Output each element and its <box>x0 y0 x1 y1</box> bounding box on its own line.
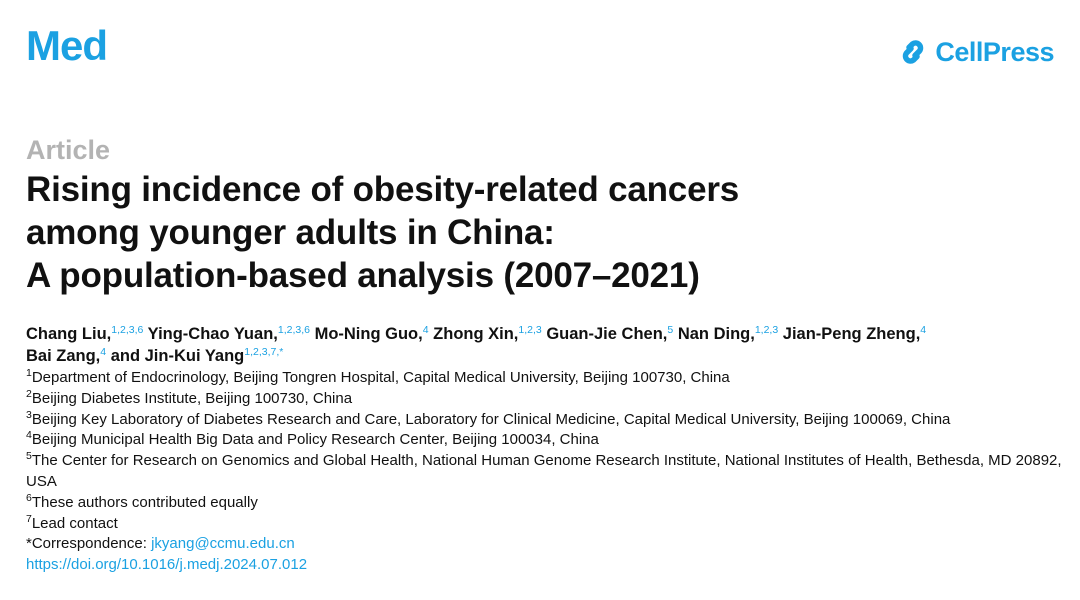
author-name: and Jin-Kui Yang <box>110 347 245 365</box>
author: Ying-Chao Yuan,1,2,3,6 <box>148 325 310 343</box>
affiliation: 6These authors contributed equally <box>26 493 1066 514</box>
publisher-name: CellPress <box>935 37 1054 67</box>
author-name: Zhong Xin, <box>433 325 519 343</box>
author-name: Jian-Peng Zheng, <box>782 325 921 343</box>
affiliation: 7Lead contact <box>26 512 1066 535</box>
author-name: Ying-Chao Yuan, <box>147 325 278 343</box>
author: Mo-Ning Guo,4 <box>315 325 429 343</box>
author-list: Chang Liu,1,2,3,6 Ying-Chao Yuan,1,2,3,6… <box>26 323 1066 367</box>
author-name: Bai Zang, <box>26 347 101 365</box>
author-name: Guan-Jie Chen, <box>546 325 668 343</box>
affiliation-text: Beijing Diabetes Institute, Beijing 1007… <box>31 389 353 407</box>
author: Jian-Peng Zheng,4 <box>783 325 926 343</box>
author: Bai Zang,4 <box>26 347 106 365</box>
author-affiliation-marks: 4 <box>920 324 927 336</box>
journal-name: Med <box>26 22 108 69</box>
author-name: Chang Liu, <box>26 325 112 343</box>
author-name: Mo-Ning Guo, <box>314 325 423 343</box>
doi: https://doi.org/10.1016/j.medj.2024.07.0… <box>26 555 1066 576</box>
doi-link[interactable]: https://doi.org/10.1016/j.medj.2024.07.0… <box>26 556 308 574</box>
affiliations-list: 1Department of Endocrinology, Beijing To… <box>26 368 1066 576</box>
affiliation-text: The Center for Research on Genomics and … <box>26 452 1062 490</box>
affiliation-text: Beijing Key Laboratory of Diabetes Resea… <box>31 410 951 428</box>
author: Chang Liu,1,2,3,6 <box>26 325 143 343</box>
affiliation-number: 4 <box>26 429 32 442</box>
author-affiliation-marks: 1,2,3,6 <box>277 324 310 336</box>
author-affiliation-marks: 5 <box>667 324 674 336</box>
correspondence-label: *Correspondence: <box>26 535 152 553</box>
affiliation: 5The Center for Research on Genomics and… <box>26 451 1066 493</box>
author-affiliation-marks: 1,2,3,6 <box>111 324 144 336</box>
affiliation-number: 3 <box>26 408 32 421</box>
affiliation: 3Beijing Key Laboratory of Diabetes Rese… <box>26 408 1066 431</box>
author-affiliation-marks: 4 <box>422 324 429 336</box>
correspondence-email-link[interactable]: jkyang@ccmu.edu.cn <box>151 535 295 553</box>
author: Zhong Xin,1,2,3 <box>433 325 542 343</box>
title-line: Rising incidence of obesity-related canc… <box>26 170 740 209</box>
author-affiliation-marks: 1,2,3,7,* <box>244 346 284 358</box>
affiliation-text: Beijing Municipal Health Big Data and Po… <box>31 431 599 449</box>
author-affiliation-marks: 4 <box>100 346 107 358</box>
article-title: Rising incidence of obesity-related canc… <box>26 168 1056 297</box>
author: Nan Ding,1,2,3 <box>678 325 778 343</box>
affiliation-number: 1 <box>26 367 32 379</box>
affiliation-text: Lead contact <box>31 514 118 532</box>
affiliation-text: Department of Endocrinology, Beijing Ton… <box>31 369 730 386</box>
publisher-logo: CellPress <box>897 36 1054 68</box>
article-type-label: Article <box>26 135 111 165</box>
affiliation: 2Beijing Diabetes Institute, Beijing 100… <box>26 389 1066 410</box>
affiliation-number: 2 <box>26 387 32 400</box>
affiliation: 1Department of Endocrinology, Beijing To… <box>26 368 1066 389</box>
correspondence: *Correspondence: jkyang@ccmu.edu.cn <box>26 534 1066 555</box>
title-line: A population-based analysis (2007–2021) <box>26 256 700 295</box>
cellpress-logo-icon <box>903 40 924 64</box>
author-affiliation-marks: 1,2,3 <box>518 324 542 336</box>
author-affiliation-marks: 1,2,3 <box>754 324 779 336</box>
affiliation-number: 7 <box>26 512 32 525</box>
author-name: Nan Ding, <box>677 325 755 343</box>
affiliation-number: 6 <box>26 491 32 504</box>
author: Guan-Jie Chen,5 <box>546 325 673 343</box>
affiliation: 4Beijing Municipal Health Big Data and P… <box>26 430 1066 451</box>
affiliation-number: 5 <box>26 450 32 463</box>
title-line: among younger adults in China: <box>26 213 555 252</box>
author: and Jin-Kui Yang1,2,3,7,* <box>111 347 284 365</box>
affiliation-text: These authors contributed equally <box>31 493 258 511</box>
